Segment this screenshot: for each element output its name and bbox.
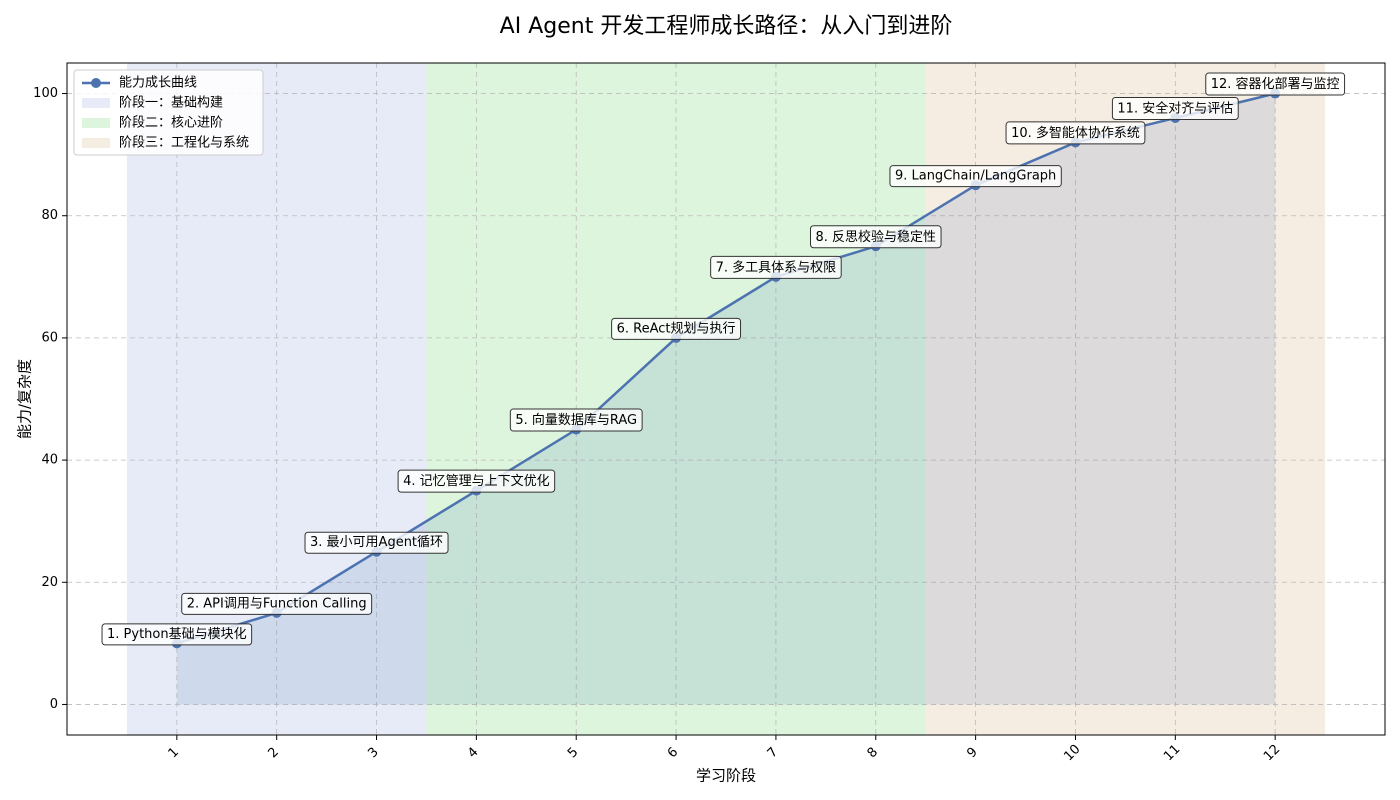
label-box (1205, 72, 1346, 96)
point-label: 1. Python基础与模块化 (107, 627, 247, 642)
point-annotation: 12. 容器化部署与监控 (1205, 72, 1346, 96)
x-axis-label: 学习阶段 (696, 767, 756, 785)
label-box (509, 408, 643, 432)
legend-swatch (82, 118, 110, 128)
legend-swatch (82, 98, 110, 108)
point-label: 2. API调用与Function Calling (187, 596, 367, 611)
legend-label: 能力成长曲线 (119, 76, 197, 91)
label-box (1111, 96, 1239, 120)
point-label: 4. 记忆管理与上下文优化 (403, 473, 550, 489)
point-annotation: 6. ReAct规划与执行 (611, 317, 742, 340)
point-label: 11. 安全对齐与评估 (1117, 100, 1233, 116)
point-label: 12. 容器化部署与监控 (1211, 76, 1340, 92)
point-annotation: 5. 向量数据库与RAG (509, 408, 643, 432)
y-tick-label: 100 (33, 86, 58, 101)
point-label: 10. 多智能体协作系统 (1011, 125, 1140, 141)
y-tick-label: 80 (41, 208, 58, 223)
legend-label: 阶段三：工程化与系统 (119, 136, 249, 151)
point-annotation: 3. 最小可用Agent循环 (304, 531, 449, 554)
y-tick-label: 20 (41, 575, 58, 590)
point-annotation: 2. API调用与Function Calling (181, 592, 373, 615)
label-box (397, 469, 556, 493)
plot-content: 1. Python基础与模块化 2. API调用与Function Calling… (101, 72, 1346, 705)
y-tick-label: 40 (41, 453, 58, 468)
y-axis-label: 能力/复杂度 (16, 359, 34, 439)
legend-label: 阶段二：核心进阶 (119, 116, 223, 131)
plot-frame (66, 62, 1386, 736)
y-tick-label: 60 (41, 330, 58, 345)
point-annotation: 9. LangChain/LangGraph (889, 165, 1062, 188)
point-annotation: 4. 记忆管理与上下文优化 (397, 469, 556, 493)
label-box (181, 592, 373, 615)
y-tick-label: 0 (50, 697, 58, 712)
point-annotation: 7. 多工具体系与权限 (710, 255, 842, 279)
point-label: 7. 多工具体系与权限 (716, 259, 837, 275)
legend-swatch (82, 138, 110, 148)
chart-title: AI Agent 开发工程师成长路径：从入门到进阶 (500, 14, 953, 39)
label-box (809, 225, 942, 249)
label-box (304, 531, 449, 554)
label-box (1005, 121, 1146, 145)
point-annotation: 10. 多智能体协作系统 (1005, 121, 1146, 145)
point-label: 5. 向量数据库与RAG (515, 412, 637, 428)
label-box (889, 165, 1062, 188)
point-label: 6. ReAct规划与执行 (617, 321, 736, 336)
point-annotation: 8. 反思校验与稳定性 (809, 225, 942, 249)
legend-frame (73, 69, 264, 156)
legend-marker (91, 78, 101, 88)
point-label: 9. LangChain/LangGraph (895, 169, 1056, 184)
point-annotation: 11. 安全对齐与评估 (1111, 96, 1239, 120)
legend-label: 阶段一：基础构建 (119, 96, 223, 111)
label-box (710, 255, 842, 279)
point-label: 3. 最小可用Agent循环 (310, 535, 443, 550)
label-box (101, 623, 253, 646)
plot-background (67, 63, 1385, 735)
label-box (611, 317, 742, 340)
point-annotation: 1. Python基础与模块化 (101, 623, 253, 646)
point-label: 8. 反思校验与稳定性 (815, 229, 936, 245)
area-fill (176, 93, 1276, 705)
